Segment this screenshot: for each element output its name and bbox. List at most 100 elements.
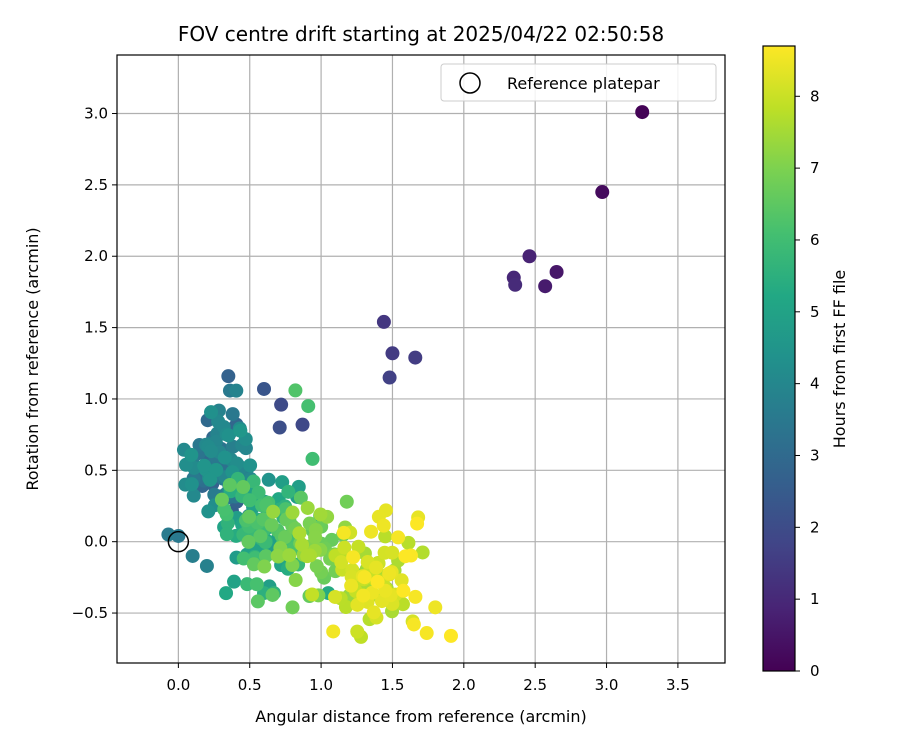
data-point — [309, 559, 324, 574]
data-point — [217, 450, 232, 465]
data-point — [305, 587, 320, 602]
data-point — [225, 407, 240, 422]
data-point — [285, 505, 300, 520]
y-tick-label: 0.0 — [84, 533, 108, 551]
data-point — [229, 383, 244, 398]
data-point — [635, 105, 650, 120]
data-point — [246, 557, 261, 572]
plot-frame — [116, 54, 726, 664]
data-point — [293, 490, 308, 505]
data-point — [288, 573, 303, 588]
data-point — [305, 451, 320, 466]
data-point — [401, 535, 416, 550]
colorbar-tick-label: 4 — [810, 375, 820, 393]
data-point — [328, 589, 343, 604]
x-tick-label: 2.0 — [452, 676, 476, 694]
y-tick-label: 3.0 — [84, 105, 108, 123]
data-point — [233, 423, 248, 438]
data-point — [369, 560, 384, 575]
data-point — [376, 518, 391, 533]
data-point — [308, 530, 323, 545]
data-point — [394, 573, 409, 588]
data-point — [595, 185, 610, 200]
data-point — [257, 381, 272, 396]
data-point — [185, 548, 200, 563]
data-point — [357, 570, 372, 585]
data-point — [301, 399, 316, 414]
y-tick-label: 2.5 — [84, 176, 108, 194]
x-tick-label: 3.0 — [595, 676, 619, 694]
data-point — [197, 458, 212, 473]
x-tick-label: 0.0 — [166, 676, 190, 694]
data-point — [406, 617, 421, 632]
data-point — [272, 420, 287, 435]
y-axis: −0.5 0.0 0.5 1.0 1.5 2.0 2.5 3.0 — [72, 105, 117, 622]
data-point — [419, 626, 434, 641]
colorbar-tick-label: 1 — [810, 590, 820, 608]
data-point — [370, 574, 385, 589]
data-point — [549, 264, 564, 279]
data-point — [326, 624, 341, 639]
data-point — [161, 527, 176, 542]
legend-marker — [459, 72, 481, 94]
data-point — [428, 600, 443, 615]
data-point — [295, 417, 310, 432]
data-point — [240, 577, 255, 592]
data-point — [339, 494, 354, 509]
data-point — [219, 586, 234, 601]
data-point — [395, 597, 410, 612]
data-point — [396, 583, 411, 598]
data-point — [350, 624, 365, 639]
colorbar-ticks: 0 1 2 3 4 5 6 7 8 — [795, 87, 820, 680]
data-point — [227, 574, 242, 589]
data-point — [334, 555, 349, 570]
data-point — [278, 530, 293, 545]
y-tick-label: 1.0 — [84, 390, 108, 408]
data-point — [300, 500, 315, 515]
data-point — [292, 526, 307, 541]
y-tick-label: 2.0 — [84, 247, 108, 265]
colorbar-tick-label: 7 — [810, 159, 820, 177]
data-point — [281, 484, 296, 499]
data-points — [161, 105, 650, 644]
data-point — [346, 550, 361, 565]
data-point — [366, 605, 381, 620]
data-point — [336, 525, 351, 540]
colorbar-tick-label: 5 — [810, 303, 820, 321]
colorbar-tick-label: 3 — [810, 446, 820, 464]
data-point — [253, 529, 268, 544]
data-point — [184, 447, 199, 462]
y-tick-label: 1.5 — [84, 319, 108, 337]
data-point — [203, 472, 218, 487]
x-tick-label: 0.5 — [238, 676, 262, 694]
colorbar-label: Hours from first FF file — [830, 270, 849, 449]
data-point — [376, 314, 391, 329]
legend-label: Reference platepar — [507, 74, 660, 93]
x-tick-label: 1.0 — [309, 676, 333, 694]
colorbar-tick-label: 8 — [810, 87, 820, 105]
data-point — [186, 488, 201, 503]
data-point — [385, 545, 400, 560]
data-point — [408, 350, 423, 365]
data-point — [204, 444, 219, 459]
data-point — [508, 277, 523, 292]
data-point — [199, 558, 214, 573]
data-point — [222, 478, 237, 493]
data-point — [236, 480, 251, 495]
data-point — [344, 578, 359, 593]
reference-platepar-marker — [167, 530, 190, 553]
x-tick-label: 2.5 — [523, 676, 547, 694]
data-point — [391, 530, 406, 545]
data-point — [337, 540, 352, 555]
data-point — [241, 534, 256, 549]
legend: Reference platepar — [440, 63, 717, 102]
data-point — [274, 397, 289, 412]
data-point — [538, 279, 553, 294]
colorbar-tick-label: 0 — [810, 662, 820, 680]
data-point — [522, 249, 537, 264]
x-tick-label: 3.5 — [666, 676, 690, 694]
data-point — [184, 477, 199, 492]
data-point — [443, 628, 458, 643]
data-point — [410, 516, 425, 531]
data-point — [385, 346, 400, 361]
